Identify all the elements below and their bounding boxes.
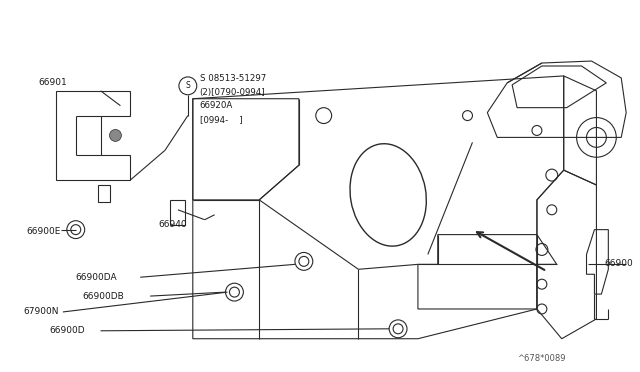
Text: 66901: 66901 [38, 78, 67, 87]
Text: 66900: 66900 [604, 259, 633, 268]
Circle shape [109, 129, 122, 141]
Text: S: S [186, 81, 190, 90]
Text: (2)[0790-0994]: (2)[0790-0994] [200, 88, 266, 97]
Text: S 08513-51297: S 08513-51297 [200, 74, 266, 83]
Text: 66900DA: 66900DA [76, 273, 117, 282]
Text: 66940: 66940 [158, 220, 187, 229]
Text: [0994-    ]: [0994- ] [200, 115, 243, 124]
Text: 67900N: 67900N [23, 307, 59, 317]
Text: 66900D: 66900D [49, 326, 84, 335]
Text: 66900E: 66900E [26, 227, 61, 236]
Text: ^678*0089: ^678*0089 [517, 354, 566, 363]
Text: 66920A: 66920A [200, 101, 233, 110]
Text: 66900DB: 66900DB [83, 292, 124, 301]
